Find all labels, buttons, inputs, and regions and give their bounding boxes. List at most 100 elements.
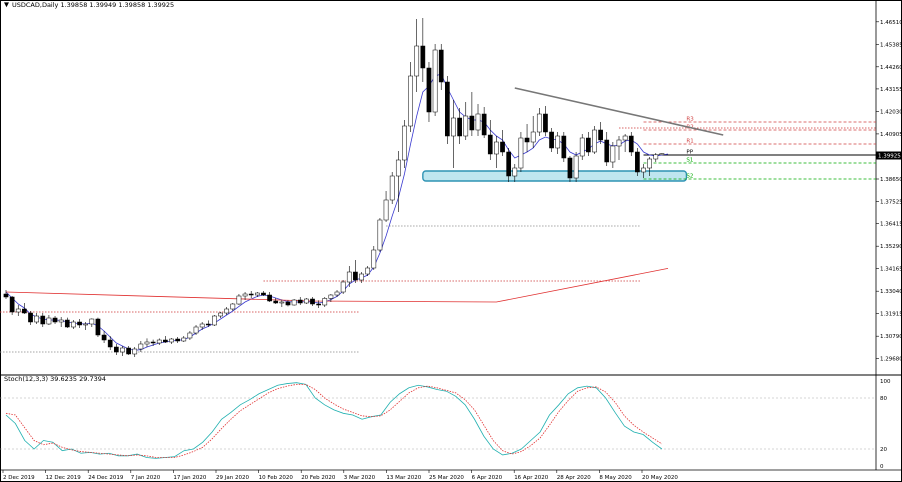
time-tick-label: 17 Jan 2020 <box>173 475 206 481</box>
pivot-label-r1: R1 <box>686 139 693 145</box>
candle-body <box>604 139 610 163</box>
candle-body <box>610 145 616 163</box>
candle-body <box>616 139 622 147</box>
chart-header: USDCAD,Daily 1.39858 1.39949 1.39858 1.3… <box>12 1 174 9</box>
candle-body <box>9 296 15 313</box>
candle-body <box>77 321 82 326</box>
candle-body <box>46 317 52 325</box>
price-tick-label: 1.40905 <box>880 132 902 138</box>
candle-body <box>254 292 260 296</box>
time-tick-label: 3 Mar 2020 <box>344 475 376 481</box>
candle-body <box>395 159 401 177</box>
support-zone-box[interactable] <box>422 170 688 182</box>
candle-body <box>536 113 542 133</box>
candle-body <box>89 318 95 325</box>
candle-body <box>432 49 438 113</box>
candle-body <box>71 321 76 328</box>
time-tick-label: 16 Apr 2020 <box>514 475 549 481</box>
candle-body <box>58 319 64 323</box>
candle-body <box>22 308 27 314</box>
time-tick-label: 12 Dec 2019 <box>46 475 82 481</box>
candle-body <box>481 113 487 136</box>
time-tick-label: 25 Mar 2020 <box>429 475 464 481</box>
candle-body <box>469 115 475 131</box>
candle-body <box>248 293 254 296</box>
candle-body <box>377 219 383 251</box>
candle-body <box>647 158 652 169</box>
candle-body <box>261 292 266 296</box>
candle-body <box>598 129 603 141</box>
candle-body <box>156 339 162 344</box>
candle-body <box>555 135 561 149</box>
time-tick-label: 7 Jan 2020 <box>131 475 161 481</box>
candle-body <box>340 281 346 293</box>
stoch-tick-label: 80 <box>880 396 887 402</box>
candle-body <box>285 301 291 306</box>
pivot-levels: R3R2R1PPS1S2 <box>643 117 876 180</box>
candle-body <box>230 303 236 310</box>
candle-body <box>163 339 168 343</box>
price-axis-ticks: 1.46510 1.45385 1.44260 1.43155 1.42030 1.409… <box>876 20 902 362</box>
descending-trendline[interactable] <box>514 87 724 136</box>
candle-body <box>113 346 119 353</box>
candle-body <box>518 137 524 169</box>
time-tick-label: 8 May 2020 <box>599 475 632 481</box>
candle-body <box>328 294 334 299</box>
candle-body <box>193 326 199 334</box>
candle-body <box>150 341 156 344</box>
stoch-tick-label: 0 <box>880 464 884 470</box>
candle-body <box>322 298 328 306</box>
candle-body <box>586 137 591 153</box>
candle-body <box>383 199 389 221</box>
candle-body <box>365 267 371 275</box>
stoch-panel: 100 80 20 0 <box>0 379 891 470</box>
candle-body <box>641 167 646 173</box>
price-tick-label: 1.31915 <box>880 312 902 318</box>
candle-body <box>279 301 285 304</box>
price-tick-label: 1.35290 <box>880 244 902 250</box>
candle-body <box>561 135 567 159</box>
candle-body <box>83 323 89 326</box>
candle-body <box>500 141 505 153</box>
time-tick-label: 2 Dec 2019 <box>3 475 35 481</box>
candle-body <box>107 339 113 348</box>
candle-body <box>297 299 303 304</box>
candle-body <box>420 45 426 69</box>
chart-header-arrow[interactable]: ▼ <box>4 1 9 9</box>
candle-body <box>549 131 554 149</box>
time-axis-ticks: 2 Dec 2019 12 Dec 2019 24 Dec 2019 7 Jan 20… <box>2 470 678 481</box>
candle-body <box>353 271 358 281</box>
support-zone[interactable] <box>422 170 688 182</box>
candle-body <box>451 117 456 137</box>
candle-body <box>267 294 272 302</box>
candle-body <box>487 134 493 155</box>
candle-body <box>628 135 634 153</box>
candle-body <box>659 153 665 156</box>
candle-body <box>15 308 21 313</box>
time-tick-label: 24 Dec 2019 <box>88 475 124 481</box>
candle-body <box>334 291 340 296</box>
candle-body <box>291 299 297 306</box>
time-tick-label: 13 Mar 2020 <box>386 475 421 481</box>
time-tick-label: 29 Jan 2020 <box>216 475 249 481</box>
candle-body <box>316 303 321 306</box>
stoch-tick-label: 100 <box>880 379 891 385</box>
current-price-marker: 1.39925 <box>876 151 902 160</box>
candle-body <box>414 45 420 77</box>
candle-body <box>310 298 315 305</box>
candle-body <box>438 49 444 83</box>
candle-body <box>426 67 432 113</box>
price-tick-label: 1.30790 <box>880 334 902 340</box>
candle-body <box>175 338 180 342</box>
candle-body <box>573 155 579 179</box>
candle-body <box>346 271 352 283</box>
pivot-label-pp: PP <box>686 150 693 156</box>
candle-body <box>506 151 512 177</box>
candles <box>3 18 665 357</box>
candle-body <box>512 167 518 177</box>
price-tick-label: 1.44260 <box>880 65 902 71</box>
price-tick-label: 1.45385 <box>880 42 902 48</box>
trendline[interactable] <box>514 87 724 136</box>
time-tick-label: 10 Feb 2020 <box>259 475 294 481</box>
